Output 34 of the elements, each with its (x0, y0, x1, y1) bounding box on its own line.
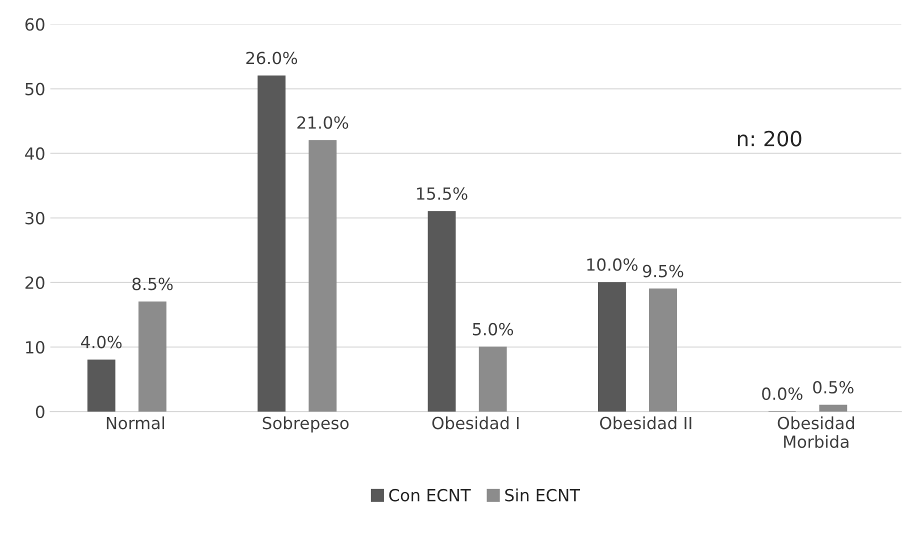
bar (428, 211, 456, 412)
annotation: 0.5% (813, 380, 854, 394)
x-tick-label: Sobrepeso (262, 416, 349, 433)
annotation: 26.0% (246, 52, 298, 64)
x-tick-label: Normal (106, 416, 164, 430)
y-tick-label: 30 (26, 212, 44, 224)
annotation: 0.0% (762, 387, 802, 400)
annotation: 15.5% (417, 187, 468, 200)
bar (258, 76, 286, 412)
bar (87, 360, 116, 412)
annotation: 21.0% (297, 116, 348, 129)
bar (819, 404, 848, 412)
bar (649, 288, 677, 412)
y-tick-label: 0 (36, 406, 44, 418)
annotation: 9.5% (642, 264, 684, 278)
legend-label: Con ECNT (389, 488, 471, 502)
bar (138, 301, 166, 412)
y-tick-label: 50 (26, 82, 44, 96)
bar (478, 346, 507, 412)
annotation: 4.0% (81, 336, 122, 348)
annotation: 10.0% (587, 258, 638, 271)
annotation: 5.0% (472, 322, 514, 336)
annotation: 8.5% (132, 278, 173, 290)
y-tick-label: 10 (26, 340, 44, 354)
y-tick-label: 60 (25, 18, 44, 31)
x-tick-label: Obesidad II (600, 416, 692, 430)
x-tick-label: Obesidad Morbida (778, 416, 854, 448)
x-tick-label: Obesidad I (432, 416, 519, 430)
legend-label: Sin ECNT (505, 488, 580, 502)
y-tick-label: 40 (25, 147, 44, 160)
bar (598, 282, 626, 412)
y-tick-label: 20 (25, 276, 44, 290)
bar (308, 140, 337, 412)
annotation: n: 200 (738, 130, 802, 146)
